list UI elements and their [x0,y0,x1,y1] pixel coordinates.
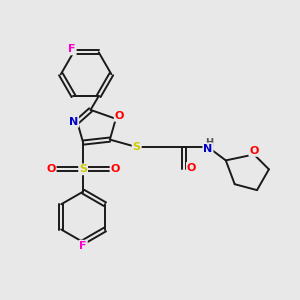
Text: O: O [249,146,259,156]
Text: O: O [46,164,56,174]
Text: F: F [80,241,87,251]
Text: O: O [115,111,124,121]
Text: N: N [203,143,213,154]
Text: O: O [187,163,196,173]
Text: H: H [206,139,214,148]
Text: F: F [68,44,76,54]
Text: O: O [110,164,120,174]
Text: N: N [69,117,78,127]
Text: S: S [79,164,87,174]
Text: S: S [133,142,141,152]
